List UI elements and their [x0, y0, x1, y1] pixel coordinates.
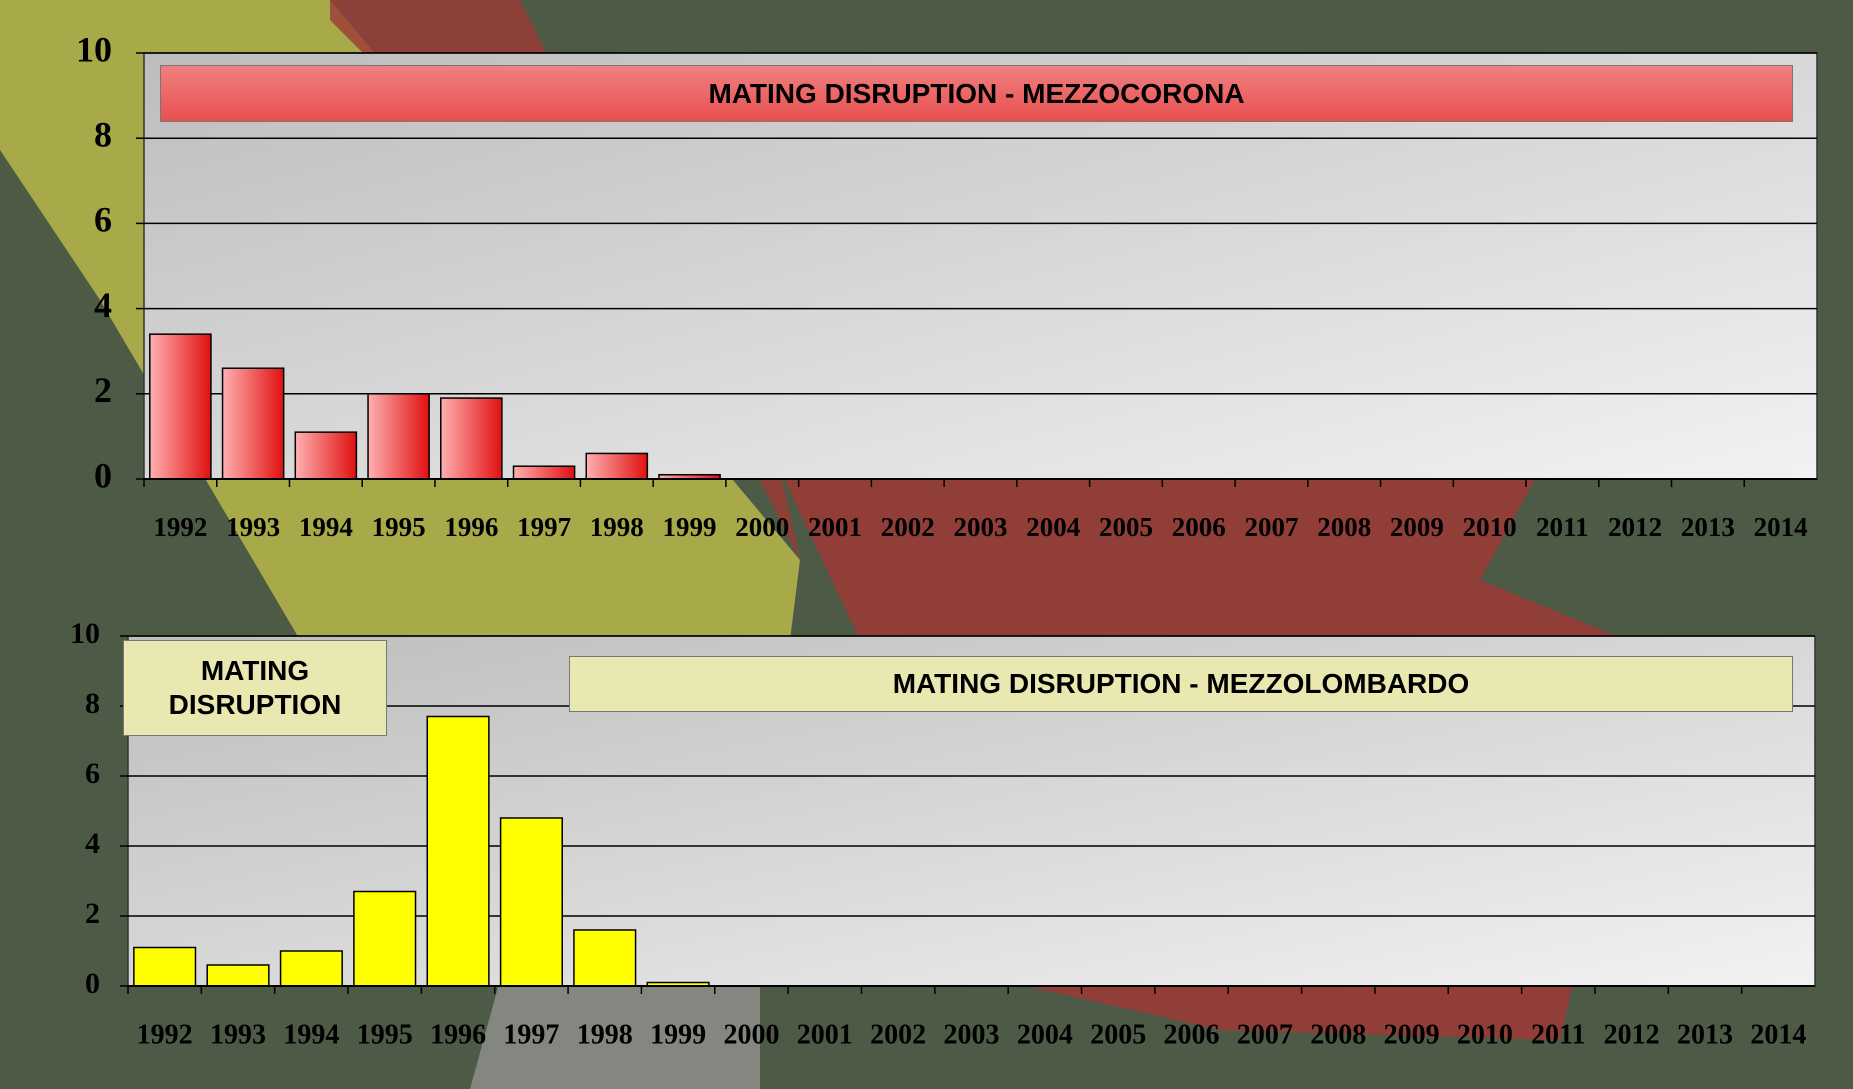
bar	[440, 397, 503, 480]
x-tick-label: 1995	[372, 512, 426, 542]
x-tick-label: 2001	[808, 512, 862, 542]
x-tick-label: 2011	[1536, 512, 1589, 542]
x-tick-label: 2004	[1026, 512, 1080, 542]
chart-title: MATING DISRUPTION - MEZZOLOMBARDO	[569, 656, 1793, 712]
x-tick-label: 2003	[954, 512, 1008, 542]
bar	[512, 465, 576, 480]
y-tick-label: 8	[94, 114, 112, 154]
x-tick-label: 2014	[1750, 1019, 1806, 1050]
x-tick-label: 2006	[1172, 512, 1226, 542]
bar	[133, 946, 197, 987]
y-tick-label: 10	[76, 29, 112, 69]
x-tick-label: 2002	[881, 512, 935, 542]
x-tick-label: 1997	[517, 512, 571, 542]
x-tick-label: 2005	[1090, 1019, 1146, 1050]
x-tick-label: 2010	[1457, 1019, 1513, 1050]
y-tick-label: 0	[94, 455, 112, 495]
x-tick-label: 2005	[1099, 512, 1153, 542]
x-tick-label: 2002	[870, 1019, 926, 1050]
x-tick-label: 2007	[1244, 512, 1298, 542]
x-tick-label: 2012	[1604, 1019, 1660, 1050]
x-tick-label: 2009	[1390, 512, 1444, 542]
x-tick-label: 2013	[1681, 512, 1735, 542]
x-tick-label: 1996	[430, 1019, 486, 1050]
x-tick-label: 1998	[577, 1019, 633, 1050]
x-tick-label: 1996	[444, 512, 498, 542]
y-tick-label: 0	[85, 967, 100, 1000]
x-tick-label: 1997	[503, 1019, 559, 1050]
x-tick-label: 2011	[1531, 1019, 1585, 1050]
x-tick-label: 2001	[797, 1019, 853, 1050]
x-tick-label: 2000	[735, 512, 789, 542]
bar	[149, 333, 212, 480]
x-tick-label: 1999	[663, 512, 717, 542]
x-tick-label: 2000	[723, 1019, 779, 1050]
bar	[221, 367, 285, 480]
y-tick-label: 2	[85, 897, 100, 930]
y-tick-label: 4	[85, 827, 100, 860]
x-tick-label: 1993	[226, 512, 280, 542]
x-tick-label: 1993	[210, 1019, 266, 1050]
x-tick-label: 2012	[1608, 512, 1662, 542]
x-tick-label: 1992	[137, 1019, 193, 1050]
bar	[367, 393, 430, 480]
bar	[573, 929, 637, 987]
chart-title: MATING DISRUPTION - MEZZOCORONA	[160, 65, 1793, 122]
x-tick-label: 1995	[357, 1019, 413, 1050]
x-tick-label: 2014	[1754, 512, 1808, 542]
y-tick-label: 6	[94, 200, 112, 240]
x-tick-label: 2008	[1310, 1019, 1366, 1050]
x-tick-label: 2009	[1384, 1019, 1440, 1050]
x-tick-label: 2007	[1237, 1019, 1293, 1050]
x-tick-label: 2003	[944, 1019, 1000, 1050]
y-tick-label: 4	[94, 285, 112, 325]
annotation: MATING DISRUPTION	[123, 640, 387, 736]
y-tick-label: 10	[70, 617, 100, 650]
bar	[294, 431, 358, 480]
x-tick-label: 2013	[1677, 1019, 1733, 1050]
x-tick-label: 2010	[1463, 512, 1517, 542]
bar	[426, 715, 490, 987]
y-tick-label: 6	[85, 757, 100, 790]
x-tick-label: 1999	[650, 1019, 706, 1050]
bar	[206, 964, 270, 987]
bar	[585, 452, 649, 480]
x-tick-label: 1994	[299, 512, 353, 542]
bar	[279, 950, 343, 987]
bar	[499, 817, 563, 987]
x-tick-label: 1992	[153, 512, 207, 542]
x-tick-label: 2006	[1164, 1019, 1220, 1050]
y-tick-label: 2	[94, 370, 112, 410]
region-town	[470, 980, 760, 1089]
x-tick-label: 2008	[1317, 512, 1371, 542]
y-tick-label: 8	[85, 687, 100, 720]
x-tick-label: 1998	[590, 512, 644, 542]
x-tick-label: 2004	[1017, 1019, 1073, 1050]
x-tick-label: 1994	[283, 1019, 339, 1050]
bar	[353, 890, 417, 987]
